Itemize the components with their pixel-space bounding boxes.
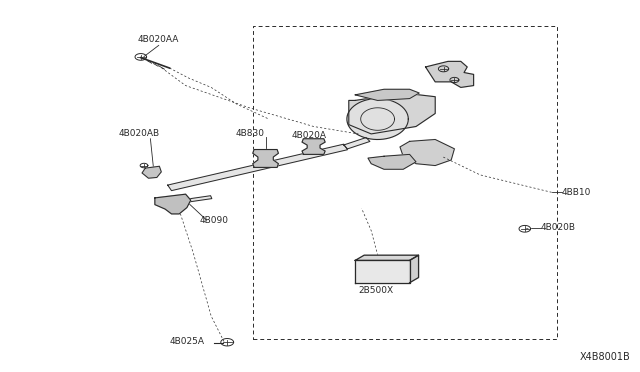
Text: 2B500X: 2B500X xyxy=(358,286,394,295)
Polygon shape xyxy=(355,255,419,260)
Text: 4BB10: 4BB10 xyxy=(562,188,591,197)
Text: 4B025A: 4B025A xyxy=(170,337,205,346)
Polygon shape xyxy=(347,99,408,140)
Text: 4B020B: 4B020B xyxy=(541,223,576,232)
Text: 4B090: 4B090 xyxy=(200,216,228,225)
Polygon shape xyxy=(142,166,161,178)
Polygon shape xyxy=(355,260,410,283)
Text: X4B8001B: X4B8001B xyxy=(580,352,630,362)
Polygon shape xyxy=(368,154,416,169)
Polygon shape xyxy=(302,139,325,154)
Polygon shape xyxy=(168,144,348,190)
Polygon shape xyxy=(185,196,212,202)
Polygon shape xyxy=(400,140,454,166)
Text: 4B020AB: 4B020AB xyxy=(118,129,159,138)
Text: 4B830: 4B830 xyxy=(236,129,264,138)
Polygon shape xyxy=(349,93,435,134)
Polygon shape xyxy=(426,61,474,87)
Polygon shape xyxy=(410,255,419,283)
Text: 4B020A: 4B020A xyxy=(291,131,326,140)
Polygon shape xyxy=(155,194,191,214)
Polygon shape xyxy=(344,138,370,149)
Polygon shape xyxy=(253,150,278,167)
Polygon shape xyxy=(355,89,419,100)
Text: 4B020AA: 4B020AA xyxy=(138,35,179,44)
